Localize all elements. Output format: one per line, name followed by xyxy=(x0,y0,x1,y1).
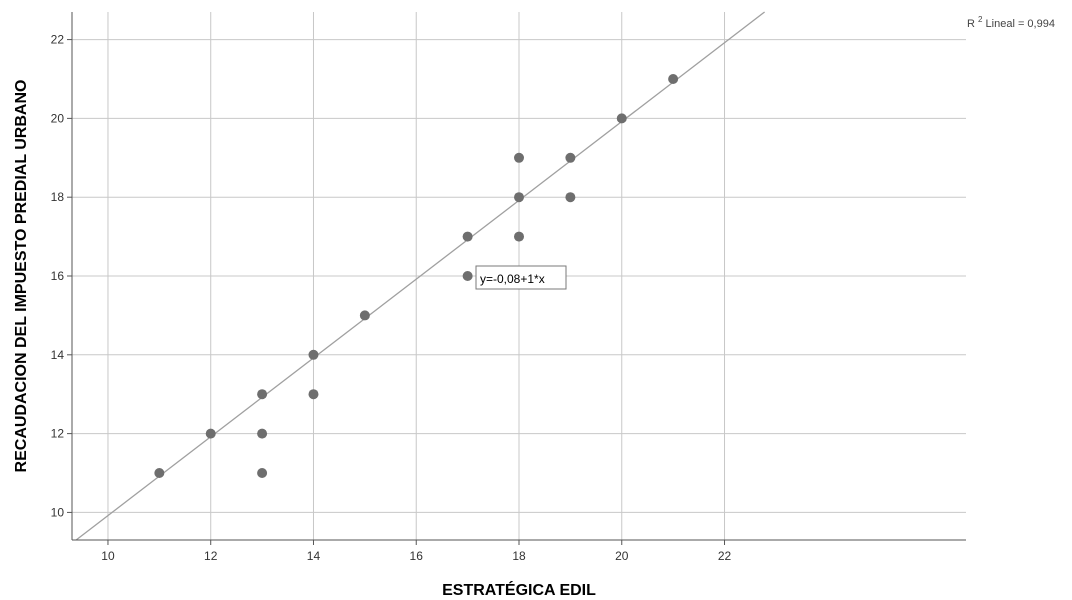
tick-labels: 10 12 14 16 18 20 22 10 12 14 16 18 20 22 xyxy=(51,33,732,563)
data-point xyxy=(462,271,473,281)
x-tick-label: 20 xyxy=(615,549,629,563)
grid-lines xyxy=(72,12,966,540)
data-point xyxy=(668,73,679,84)
y-tick-label: 12 xyxy=(51,427,65,441)
data-point xyxy=(308,349,319,360)
data-point xyxy=(514,192,524,203)
data-point xyxy=(462,231,473,242)
y-axis-title: RECAUDACION DEL IMPUESTO PREDIAL URBANO xyxy=(13,80,30,473)
r2-prefix: R xyxy=(967,18,975,30)
data-point xyxy=(359,310,370,321)
x-tick-label: 22 xyxy=(718,549,732,563)
x-tick-label: 12 xyxy=(204,549,218,563)
r2-label: R 2 Lineal = 0,994 xyxy=(967,13,1055,30)
equation-label: y=-0,08+1*x xyxy=(480,272,545,286)
x-tick-label: 16 xyxy=(410,549,424,563)
data-point xyxy=(257,389,268,400)
y-tick-label: 16 xyxy=(51,269,65,283)
fit-line-layer xyxy=(75,11,765,541)
x-axis-title: ESTRATÉGICA EDIL xyxy=(442,580,596,599)
equation-annotation: y=-0,08+1*x xyxy=(475,265,567,290)
axes xyxy=(67,12,966,545)
data-point xyxy=(257,468,268,479)
equation-box xyxy=(475,265,567,290)
y-tick-label: 14 xyxy=(51,348,65,362)
data-point xyxy=(308,389,319,400)
y-tick-label: 22 xyxy=(51,33,65,47)
x-tick-label: 18 xyxy=(512,549,526,563)
r2-value: Lineal = 0,994 xyxy=(986,18,1055,30)
r2-superscript: 2 xyxy=(978,15,983,24)
x-tick-label: 10 xyxy=(101,549,115,563)
data-point xyxy=(154,468,165,479)
data-point xyxy=(514,152,524,163)
y-tick-label: 10 xyxy=(51,505,65,519)
data-point xyxy=(514,231,524,242)
x-tick-label: 14 xyxy=(307,549,321,563)
data-point xyxy=(205,428,216,439)
y-tick-label: 18 xyxy=(51,190,65,204)
data-point xyxy=(565,152,576,163)
data-point xyxy=(616,113,627,124)
fit-line xyxy=(75,11,765,541)
data-point xyxy=(257,428,268,439)
data-point xyxy=(565,192,576,203)
y-tick-label: 20 xyxy=(51,111,65,125)
